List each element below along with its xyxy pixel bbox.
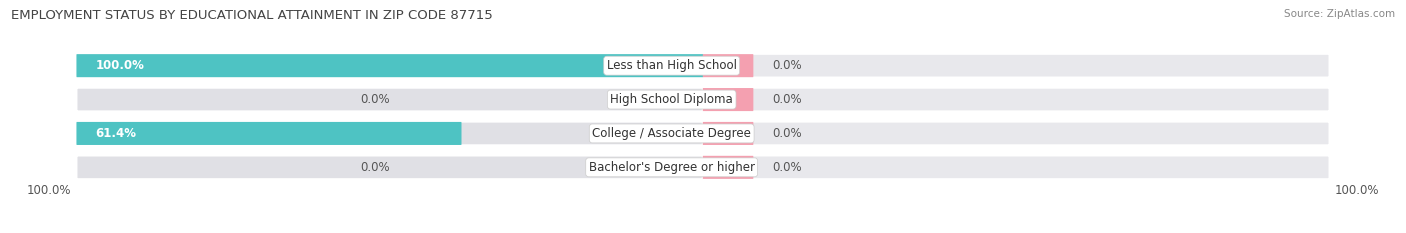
FancyBboxPatch shape bbox=[703, 155, 1330, 179]
Text: 100.0%: 100.0% bbox=[1334, 184, 1379, 197]
FancyBboxPatch shape bbox=[76, 88, 703, 111]
FancyBboxPatch shape bbox=[703, 88, 754, 111]
FancyBboxPatch shape bbox=[76, 122, 461, 145]
Text: 61.4%: 61.4% bbox=[96, 127, 136, 140]
Text: 0.0%: 0.0% bbox=[772, 59, 801, 72]
FancyBboxPatch shape bbox=[703, 54, 1330, 78]
Text: EMPLOYMENT STATUS BY EDUCATIONAL ATTAINMENT IN ZIP CODE 87715: EMPLOYMENT STATUS BY EDUCATIONAL ATTAINM… bbox=[11, 9, 494, 22]
Text: High School Diploma: High School Diploma bbox=[610, 93, 733, 106]
Text: 0.0%: 0.0% bbox=[360, 93, 389, 106]
FancyBboxPatch shape bbox=[76, 122, 703, 145]
Text: 0.0%: 0.0% bbox=[772, 127, 801, 140]
FancyBboxPatch shape bbox=[703, 122, 1330, 145]
Text: Source: ZipAtlas.com: Source: ZipAtlas.com bbox=[1284, 9, 1395, 19]
Text: 100.0%: 100.0% bbox=[27, 184, 72, 197]
Text: Less than High School: Less than High School bbox=[606, 59, 737, 72]
Text: College / Associate Degree: College / Associate Degree bbox=[592, 127, 751, 140]
Text: Bachelor's Degree or higher: Bachelor's Degree or higher bbox=[589, 161, 755, 174]
FancyBboxPatch shape bbox=[76, 54, 703, 78]
FancyBboxPatch shape bbox=[703, 156, 754, 179]
Text: 0.0%: 0.0% bbox=[772, 161, 801, 174]
FancyBboxPatch shape bbox=[703, 122, 754, 145]
Text: 0.0%: 0.0% bbox=[360, 161, 389, 174]
FancyBboxPatch shape bbox=[703, 54, 754, 77]
Text: 100.0%: 100.0% bbox=[96, 59, 145, 72]
FancyBboxPatch shape bbox=[76, 54, 703, 77]
FancyBboxPatch shape bbox=[703, 88, 1330, 111]
FancyBboxPatch shape bbox=[76, 155, 703, 179]
Text: 0.0%: 0.0% bbox=[772, 93, 801, 106]
